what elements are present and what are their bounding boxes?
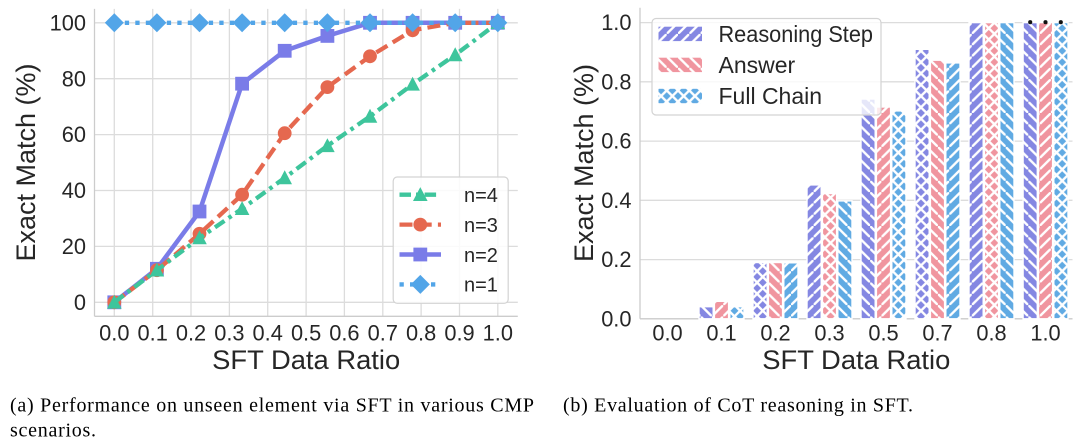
- svg-text:(b) Evaluation of CoT reasonin: (b) Evaluation of CoT reasoning in SFT.: [563, 395, 913, 417]
- svg-text:1.0: 1.0: [483, 321, 513, 346]
- svg-text:0: 0: [74, 290, 86, 315]
- svg-text:Reasoning Step: Reasoning Step: [719, 21, 874, 47]
- svg-text:0.4: 0.4: [601, 188, 631, 213]
- svg-text:0.6: 0.6: [329, 321, 359, 346]
- svg-text:0.0: 0.0: [99, 321, 129, 346]
- svg-text:80: 80: [62, 66, 86, 91]
- svg-text:20: 20: [62, 234, 86, 259]
- svg-text:SFT Data Ratio: SFT Data Ratio: [212, 345, 400, 375]
- svg-text:(a) Performance on unseen elem: (a) Performance on unseen element via SF…: [10, 395, 534, 417]
- svg-text:0.6: 0.6: [601, 129, 631, 154]
- svg-text:n=3: n=3: [464, 215, 498, 237]
- svg-text:0.8: 0.8: [601, 69, 631, 94]
- svg-text:0.0: 0.0: [601, 306, 631, 331]
- svg-text:Exact Match (%): Exact Match (%): [569, 64, 599, 262]
- svg-text:100: 100: [50, 10, 86, 35]
- svg-text:0.7: 0.7: [922, 321, 952, 346]
- svg-text:0.3: 0.3: [814, 321, 844, 346]
- svg-text:0.5: 0.5: [868, 321, 898, 346]
- svg-text:0.2: 0.2: [601, 247, 631, 272]
- svg-text:0.2: 0.2: [760, 321, 790, 346]
- svg-text:Answer: Answer: [719, 52, 796, 78]
- svg-text:Full Chain: Full Chain: [719, 83, 823, 109]
- svg-text:SFT Data Ratio: SFT Data Ratio: [762, 345, 950, 375]
- svg-text:0.9: 0.9: [444, 321, 474, 346]
- svg-text:1.0: 1.0: [1030, 321, 1060, 346]
- svg-text:n=2: n=2: [464, 245, 498, 267]
- svg-text:0.5: 0.5: [291, 321, 321, 346]
- svg-text:n=4: n=4: [464, 185, 498, 207]
- svg-text:0.2: 0.2: [176, 321, 206, 346]
- svg-text:40: 40: [62, 178, 86, 203]
- svg-text:0.4: 0.4: [253, 321, 283, 346]
- svg-text:n=1: n=1: [464, 275, 498, 297]
- svg-text:0.8: 0.8: [976, 321, 1006, 346]
- svg-text:1.0: 1.0: [601, 10, 631, 35]
- svg-text:0.3: 0.3: [214, 321, 244, 346]
- svg-text:Exact Match (%): Exact Match (%): [11, 63, 41, 261]
- svg-text:0.7: 0.7: [368, 321, 398, 346]
- svg-text:0.8: 0.8: [406, 321, 436, 346]
- svg-text:0.1: 0.1: [706, 321, 736, 346]
- svg-text:0.1: 0.1: [138, 321, 168, 346]
- svg-text:60: 60: [62, 122, 86, 147]
- svg-text:0.0: 0.0: [652, 321, 682, 346]
- svg-text:scenarios.: scenarios.: [10, 419, 96, 441]
